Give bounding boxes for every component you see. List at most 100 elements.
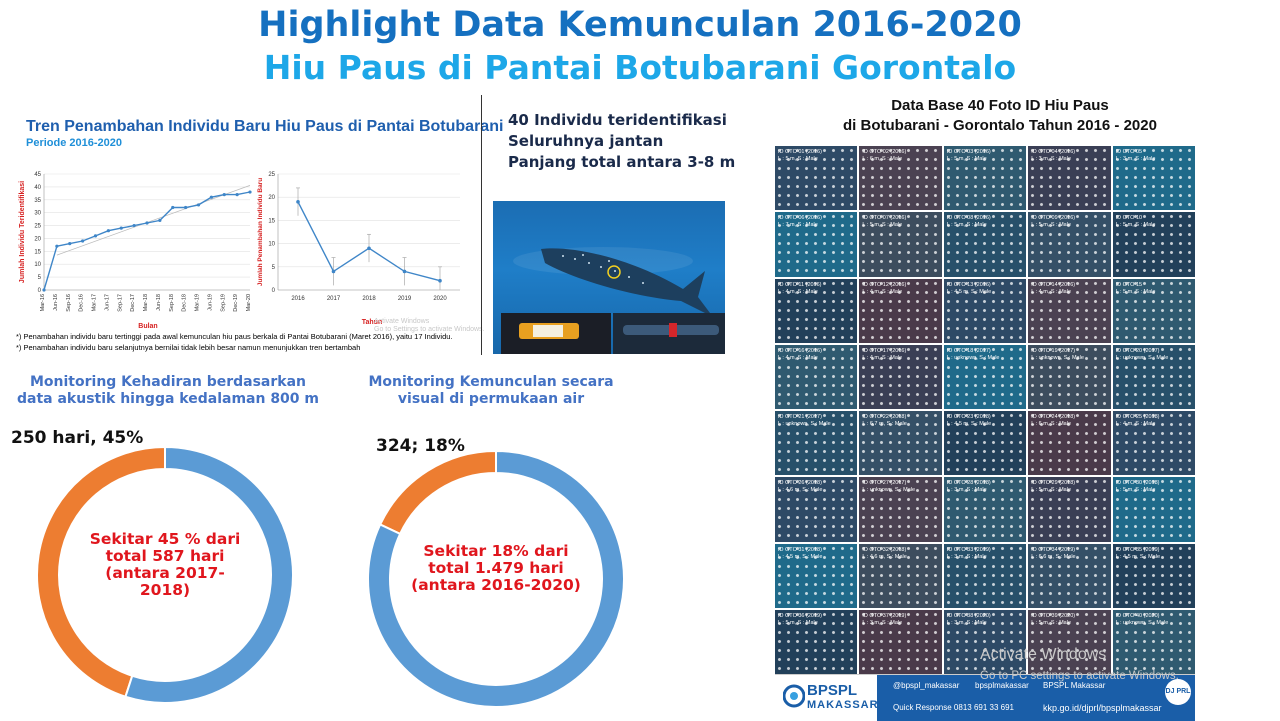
x-tick-label: Dec-19	[233, 294, 239, 312]
data-point	[222, 193, 226, 197]
photo-id-label: ID GTO 08 (2016) L : 5 m, S : Male	[946, 215, 991, 229]
y-tick-label: 5	[272, 265, 276, 271]
photo-id-label: ID GTO 33 (2019) L : 3 m, S : Male	[946, 546, 991, 560]
photo-id-cell: ID GTO 03 (2016) L : 5 m, S : Male	[943, 146, 1027, 211]
photo-id-label: ID GTO 15 L : 5 m, S : Male	[1115, 281, 1156, 295]
x-tick-label: Mar-19	[195, 294, 201, 311]
data-point	[106, 229, 110, 233]
donut-center-line: (antara 2017-	[105, 564, 225, 582]
photo-id-cell: ID GTO 17 (2016) L : 4 m, S : Male	[859, 344, 942, 409]
photo-id-cell: ID GTO 33 (2019) L : 3 m, S : Male	[943, 543, 1027, 608]
data-point	[438, 278, 442, 283]
photo-id-label: ID GTO 01 (2016) L : 5 m, S : Male	[778, 149, 822, 162]
facebook-handle[interactable]: BPSPL Makassar	[1043, 681, 1106, 690]
x-tick-label: 2019	[398, 296, 412, 302]
x-tick-label: Mar-17	[92, 294, 98, 311]
x-tick-label: Dec-17	[130, 294, 136, 312]
donut-center-line: 2018)	[139, 581, 191, 599]
donut-center-line: Sekitar 18% dari	[423, 542, 569, 560]
y-axis-label: Jumlah Individu Teridentifikasi	[19, 181, 26, 283]
series-line	[43, 191, 251, 291]
photo-id-cell: ID GTO 34 (2019) L : 6,6 m, S : Male	[1028, 543, 1111, 608]
photo-id-label: ID GTO 18 (2017) L : unknown, S : Male	[946, 347, 1000, 361]
y-tick-label: 0	[38, 288, 42, 294]
acoustic-donut-chart	[36, 445, 294, 704]
photo-id-label: ID GTO 39 (2020) L : 5 m, S : Male	[1031, 612, 1076, 626]
photo-id-cell: ID GTO 14 (2016) L : 4 m, S : Male	[1028, 278, 1111, 343]
trend-panel-subtitle: Periode 2016-2020	[26, 137, 123, 149]
footer-contact-bar	[877, 675, 1195, 721]
data-point	[132, 223, 136, 228]
x-tick-label: Mar-16	[40, 294, 46, 311]
data-point	[196, 203, 201, 207]
x-tick-label: Sep-19	[220, 294, 226, 312]
data-point	[184, 205, 188, 210]
x-axis-label: Bulan	[138, 323, 157, 330]
photo-id-label: ID GTO 21 (2017) L : unknown, S : Male	[778, 414, 831, 427]
photo-id-cell: ID GTO 09 (2016) L : 5 m, S : Male	[1028, 212, 1111, 277]
photo-id-label: ID GTO 19 (2017) L : unknown, S : Male	[1031, 347, 1084, 361]
photo-id-cell: ID GTO 40 (2020) L : unknown, S : Male	[1112, 609, 1195, 674]
photo-id-label: ID GTO 38 (2020) L : 3 m, S : Male	[946, 612, 991, 626]
photo-id-label: ID GTO 31 (2018) L : 4,5 m, S : Male	[778, 546, 823, 560]
separator	[481, 95, 482, 355]
trend-note-2: *) Penambahan individu baru selanjutnya …	[16, 343, 361, 352]
website-link[interactable]: kkp.go.id/djprl/bpsplmakassar	[1043, 703, 1162, 713]
y-tick-label: 0	[272, 288, 276, 294]
donut-slice	[378, 449, 497, 536]
photo-id-cell: ID GTO 11 (2016) L : 4 m, S : Male	[775, 278, 858, 343]
x-tick-label: 2017	[327, 296, 341, 302]
data-point	[367, 246, 371, 251]
twitter-handle[interactable]: @bpspl_makassar	[893, 681, 960, 690]
photo-id-cell: ID GTO 25 (2018) L : 4 m, S : Male	[1112, 411, 1195, 476]
photo-id-label: ID GTO 30 (2018) L : 5 m, S : Male	[1115, 480, 1160, 494]
main-title: Highlight Data Kemunculan 2016-2020	[258, 5, 1022, 45]
phone-number[interactable]: Quick Response 0813 691 33 691	[893, 703, 1014, 712]
acoustic-monitoring-title: Monitoring Kehadiran berdasarkan data ak…	[16, 374, 320, 407]
data-point	[55, 244, 59, 248]
photo-id-cell: ID GTO 01 (2016) L : 5 m, S : Male	[775, 146, 858, 211]
photo-id-cell: ID GTO 37 (2019) L : 3 m, S : Male	[859, 609, 942, 674]
photo-id-cell: ID GTO 39 (2020) L : 5 m, S : Male	[1028, 609, 1111, 674]
photo-id-cell: ID GTO 32 (2018) L : 4,6 m, S : Male	[859, 543, 942, 608]
x-axis-label: Tahun	[362, 319, 382, 326]
photo-id-label: ID GTO 12 (2016) L : 4 m, S : Male	[862, 281, 907, 295]
photo-id-cell: ID GTO 05 L : 3 m, S : Male	[1112, 146, 1195, 211]
data-point	[81, 239, 85, 243]
instagram-handle[interactable]: bpsplmakassar	[975, 681, 1029, 690]
photo-id-label: ID GTO 37 (2019) L : 3 m, S : Male	[862, 612, 907, 626]
x-tick-label: Jun-19	[207, 294, 213, 311]
visual-donut-data-label: 324; 18%	[376, 436, 465, 456]
new-individuals-line-chart: 0 5 10 15 20 25 2016 2017 2018 2019 2020 Jumlah Pen…	[257, 172, 460, 326]
logo-subtext: MAKASSAR	[807, 699, 879, 711]
info-text: 40 Individu teridentifikasi Seluruhnya j…	[508, 110, 735, 173]
photo-id-label: ID GTO 23 (2018) L : 4,5 m, S : Male	[946, 414, 992, 427]
photo-id-cell: ID GTO 31 (2018) L : 4,5 m, S : Male	[775, 543, 858, 608]
acoustic-donut-center-text: Sekitar 45 % dari total 587 hari (antara 2…	[60, 531, 270, 599]
photo-id-label: ID GTO 32 (2018) L : 4,6 m, S : Male	[862, 546, 907, 560]
data-point	[93, 234, 98, 238]
photo-id-cell: ID GTO 24 (2018) L : 6 m, S : Male	[1028, 411, 1111, 476]
photo-id-label: ID GTO 26 (2018) L : 4,6 m, S : Male	[778, 480, 823, 494]
y-tick-label: 25	[34, 224, 41, 230]
photo-id-label: ID GTO 27 (2017) L : unknown, S : Male	[862, 480, 916, 494]
photo-id-cell: ID GTO 38 (2020) L : 3 m, S : Male	[943, 609, 1027, 674]
info-line-2: Seluruhnya jantan	[508, 132, 664, 150]
y-tick-label: 15	[268, 218, 275, 224]
photo-id-grid: ID GTO 01 (2016) L : 5 m, S : Male ID GTO …	[775, 146, 1195, 674]
x-tick-label: Sep-17	[117, 294, 123, 312]
x-tick-label: Mar-18	[143, 294, 149, 311]
photo-id-label: ID GTO 36 (2019) L : 5 m, S : Male	[778, 612, 822, 626]
x-tick-label: Dec-16	[79, 294, 85, 312]
donut-slice	[367, 449, 625, 708]
data-point	[42, 288, 46, 292]
photo-id-cell: ID GTO 27 (2017) L : unknown, S : Male	[859, 477, 942, 542]
y-tick-label: 15	[34, 249, 41, 255]
visual-monitoring-title: Monitoring Kemunculan secara visual di p…	[368, 374, 614, 407]
x-tick-label: 2018	[362, 296, 376, 302]
x-tick-label: 2020	[433, 296, 447, 302]
y-tick-label: 30	[34, 211, 41, 217]
data-point	[209, 195, 213, 199]
photo-id-label: ID GTO 34 (2019) L : 6,6 m, S : Male	[1031, 546, 1076, 560]
photo-id-label: ID GTO 14 (2016) L : 4 m, S : Male	[1031, 281, 1076, 295]
